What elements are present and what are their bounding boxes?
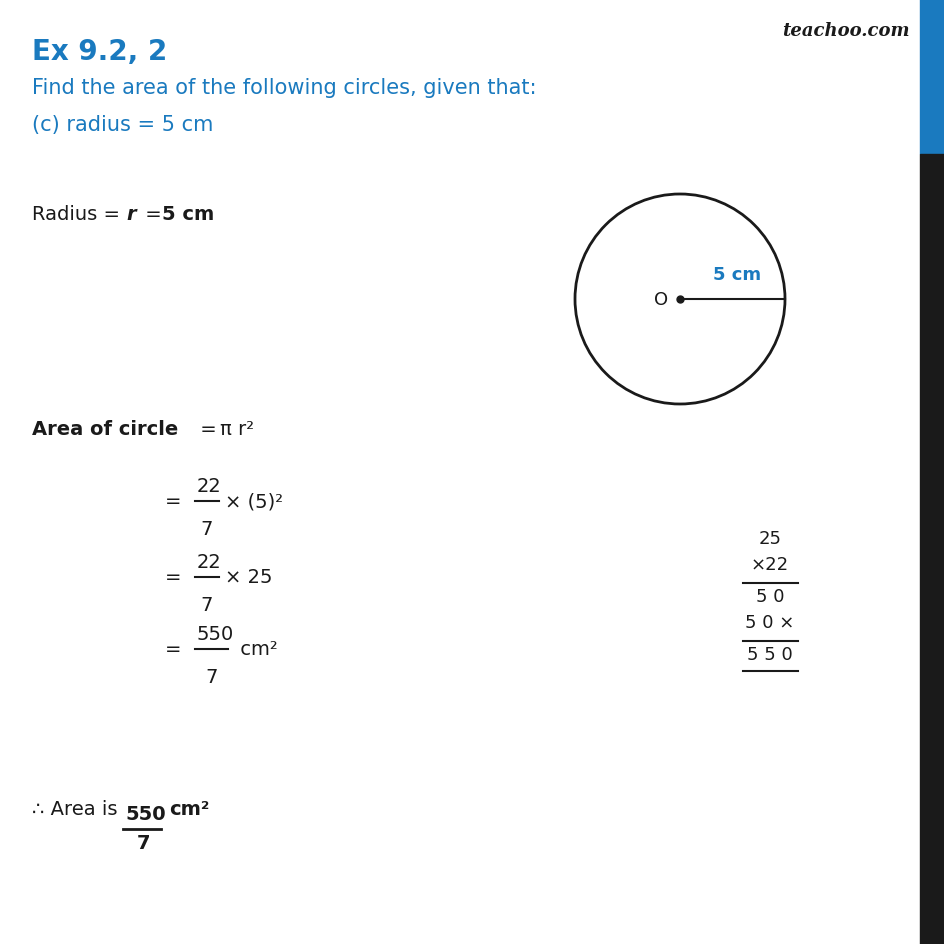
Text: Area of circle: Area of circle [32,419,178,439]
Text: Radius =: Radius = [32,205,126,224]
Text: (c) radius = 5 cm: (c) radius = 5 cm [32,115,213,135]
Text: teachoo.com: teachoo.com [782,22,909,40]
Text: 7: 7 [201,596,213,615]
Text: =: = [194,419,223,439]
Bar [919,0,944,155]
Text: 7: 7 [136,834,149,852]
Text: 22: 22 [196,477,222,496]
Text: × 25: × 25 [225,567,272,586]
Text: 550: 550 [196,624,234,643]
Text: cm²: cm² [169,800,210,818]
Text: ∴ Area is: ∴ Area is [32,800,117,818]
Text: Find the area of the following circles, given that:: Find the area of the following circles, … [32,78,536,98]
Text: 5 0 ×: 5 0 × [745,614,794,632]
Text: 7: 7 [205,667,217,686]
Bar [919,155,944,944]
Text: =: = [165,492,181,511]
Text: 550: 550 [125,804,165,823]
Text: 25: 25 [758,530,781,548]
Text: ×22: ×22 [750,555,788,573]
Text: Ex 9.2, 2: Ex 9.2, 2 [32,38,167,66]
Text: O: O [653,291,667,309]
Text: π r²: π r² [220,419,254,439]
Text: 5 0: 5 0 [755,587,784,605]
Text: 7: 7 [201,519,213,538]
Text: =: = [165,639,181,658]
Text: r: r [126,205,136,224]
Text: =: = [165,567,181,586]
Text: 5 5 0: 5 5 0 [747,646,792,664]
Text: 22: 22 [196,552,222,571]
Text: =: = [139,205,168,224]
Text: × (5)²: × (5)² [225,492,283,511]
Text: 5 cm: 5 cm [161,205,214,224]
Text: 5 cm: 5 cm [713,265,761,284]
Text: cm²: cm² [234,639,278,658]
